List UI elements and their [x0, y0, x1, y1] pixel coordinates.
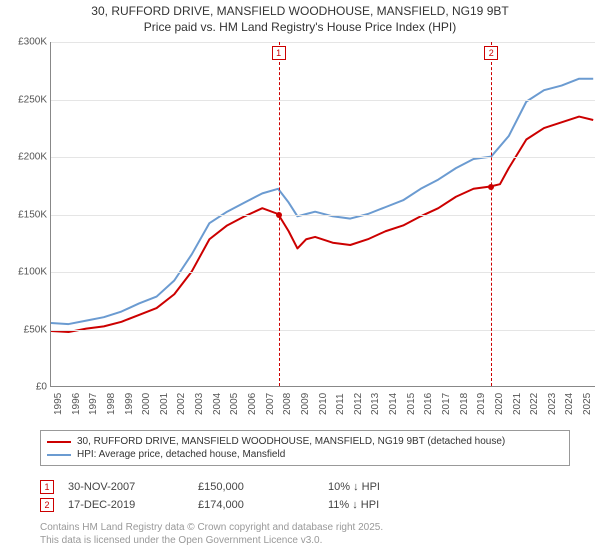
gridline-h — [51, 100, 595, 101]
x-axis-label: 2007 — [265, 393, 276, 415]
x-axis-label: 2017 — [441, 393, 452, 415]
series-line — [51, 117, 593, 332]
y-axis-label: £0 — [1, 382, 47, 393]
footnote-line-1: Contains HM Land Registry data © Crown c… — [40, 522, 383, 533]
x-axis-label: 1995 — [53, 393, 64, 415]
x-axis-label: 2008 — [282, 393, 293, 415]
annotation-pct: 10% ↓ HPI — [328, 481, 570, 493]
x-axis-label: 2019 — [476, 393, 487, 415]
gridline-h — [51, 272, 595, 273]
annotation-date: 30-NOV-2007 — [68, 481, 198, 493]
x-axis-label: 2012 — [353, 393, 364, 415]
x-axis-label: 2013 — [370, 393, 381, 415]
legend-item: 30, RUFFORD DRIVE, MANSFIELD WOODHOUSE, … — [47, 435, 563, 448]
chart-container: 30, RUFFORD DRIVE, MANSFIELD WOODHOUSE, … — [0, 0, 600, 560]
x-axis-label: 1999 — [124, 393, 135, 415]
x-axis-label: 2015 — [406, 393, 417, 415]
annotation-row: 1 30-NOV-2007£150,00010% ↓ HPI — [40, 478, 570, 496]
legend-swatch — [47, 454, 71, 456]
x-axis-label: 1998 — [106, 393, 117, 415]
legend-label: 30, RUFFORD DRIVE, MANSFIELD WOODHOUSE, … — [77, 436, 505, 447]
footnote: Contains HM Land Registry data © Crown c… — [40, 521, 383, 547]
annotation-date: 17-DEC-2019 — [68, 499, 198, 511]
title-line-2: Price paid vs. HM Land Registry's House … — [144, 20, 456, 34]
x-axis-label: 2022 — [529, 393, 540, 415]
y-axis-label: £150K — [1, 209, 47, 220]
x-axis-label: 2004 — [212, 393, 223, 415]
gridline-h — [51, 42, 595, 43]
sale-marker-line — [491, 42, 492, 386]
legend-swatch — [47, 441, 71, 443]
gridline-h — [51, 215, 595, 216]
gridline-h — [51, 157, 595, 158]
x-axis-label: 2010 — [318, 393, 329, 415]
annotation-price: £150,000 — [198, 481, 328, 493]
legend-label: HPI: Average price, detached house, Mans… — [77, 449, 285, 460]
footnote-line-2: This data is licensed under the Open Gov… — [40, 535, 322, 546]
x-axis-label: 2009 — [300, 393, 311, 415]
x-axis-label: 2016 — [423, 393, 434, 415]
plot-area: 12 — [50, 42, 595, 387]
y-axis-label: £200K — [1, 152, 47, 163]
x-axis-label: 2005 — [229, 393, 240, 415]
sale-marker-label: 1 — [272, 46, 286, 60]
x-axis-label: 2000 — [141, 393, 152, 415]
y-axis-label: £50K — [1, 324, 47, 335]
gridline-h — [51, 330, 595, 331]
annotation-pct: 11% ↓ HPI — [328, 499, 570, 511]
annotation-price: £174,000 — [198, 499, 328, 511]
y-axis-label: £100K — [1, 267, 47, 278]
annotation-id-box: 1 — [40, 480, 54, 494]
sale-marker-dot — [488, 184, 494, 190]
series-line — [51, 79, 593, 324]
x-axis-label: 2020 — [494, 393, 505, 415]
y-axis-label: £250K — [1, 94, 47, 105]
x-axis-label: 2011 — [335, 393, 346, 415]
chart-title: 30, RUFFORD DRIVE, MANSFIELD WOODHOUSE, … — [0, 0, 600, 35]
x-axis-label: 2021 — [512, 393, 523, 415]
x-axis-label: 2006 — [247, 393, 258, 415]
y-axis-label: £300K — [1, 37, 47, 48]
annotation-id-box: 2 — [40, 498, 54, 512]
annotation-table: 1 30-NOV-2007£150,00010% ↓ HPI 2 17-DEC-201… — [40, 478, 570, 514]
x-axis-label: 2014 — [388, 393, 399, 415]
x-axis-label: 2018 — [459, 393, 470, 415]
x-axis-label: 2023 — [547, 393, 558, 415]
x-axis-label: 2025 — [582, 393, 593, 415]
x-axis-label: 2024 — [564, 393, 575, 415]
sale-marker-dot — [276, 212, 282, 218]
x-axis-label: 1996 — [71, 393, 82, 415]
legend: 30, RUFFORD DRIVE, MANSFIELD WOODHOUSE, … — [40, 430, 570, 466]
legend-item: HPI: Average price, detached house, Mans… — [47, 448, 563, 461]
x-axis-label: 1997 — [88, 393, 99, 415]
x-axis-label: 2001 — [159, 393, 170, 415]
title-line-1: 30, RUFFORD DRIVE, MANSFIELD WOODHOUSE, … — [91, 4, 508, 18]
sale-marker-label: 2 — [484, 46, 498, 60]
x-axis-label: 2002 — [176, 393, 187, 415]
x-axis-label: 2003 — [194, 393, 205, 415]
annotation-row: 2 17-DEC-2019£174,00011% ↓ HPI — [40, 496, 570, 514]
